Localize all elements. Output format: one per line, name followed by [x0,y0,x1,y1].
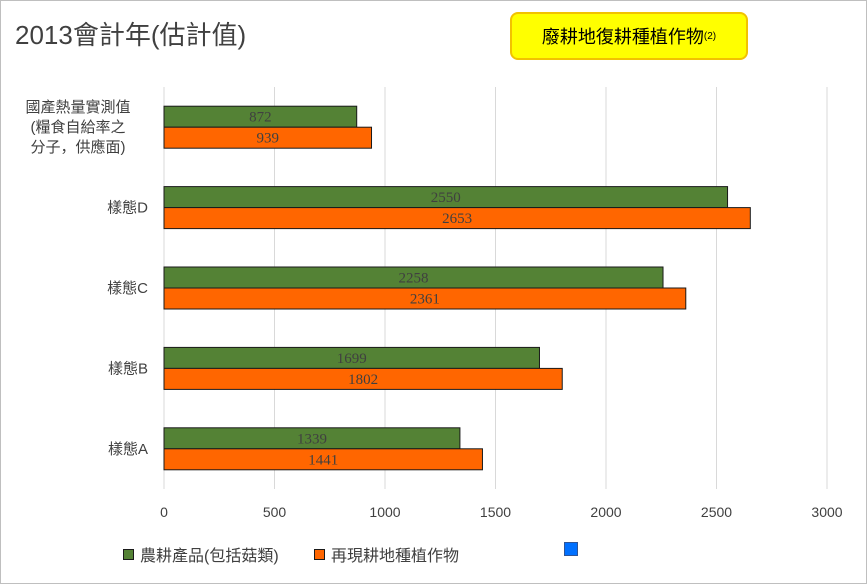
data-label: 1802 [348,372,378,388]
category-label: 分子，供應面) [31,138,126,156]
legend-item-series-2: 再現耕地種植作物 [314,542,459,566]
data-label: 939 [257,131,280,147]
legend-item-series-1: 農耕產品(包括菇類) [123,542,279,566]
x-tick-label: 1000 [369,504,400,520]
data-label: 1699 [337,351,367,367]
legend-label-series-2: 再現耕地種植作物 [331,548,460,565]
legend: 農耕產品(包括菇類) 再現耕地種植作物 [1,542,867,566]
x-tick-label: 500 [263,504,287,520]
legend-swatch-series-2 [314,548,325,560]
bar-series-2 [163,287,687,310]
callout-badge: 廢耕地復耕種植作物 (2) [510,12,748,60]
data-label: 1441 [308,452,338,468]
x-tick-label: 0 [160,504,168,520]
legend-item-extra [564,542,584,556]
legend-swatch-series-1 [123,548,134,560]
x-tick-label: 3000 [811,504,842,520]
data-label: 2258 [399,271,429,287]
legend-swatch-extra [564,542,578,556]
data-label: 2653 [442,211,472,227]
data-label: 1339 [297,431,327,447]
category-label: (糧食自給率之 [31,119,126,136]
x-tick-label: 1500 [480,504,511,520]
chart-title: 2013會計年(估計值) [15,20,247,50]
bar-series-2 [163,126,373,149]
category-label: 樣態A [108,441,148,458]
x-tick-label: 2500 [701,504,732,520]
category-label: 樣態C [107,280,148,297]
data-label: 2361 [410,292,440,308]
legend-label-series-1: 農耕產品(包括菇類) [140,548,279,565]
x-tick-label: 2000 [590,504,621,520]
callout-superscript: (2) [703,30,717,42]
bar-series-2 [163,367,563,390]
data-label: 872 [249,110,272,126]
data-label: 2550 [431,190,461,206]
bar-series-2 [163,207,751,230]
category-label: 樣態B [108,360,148,377]
callout-text: 廢耕地復耕種植作物 [541,27,704,47]
bar-series-2 [163,448,483,471]
category-label: 國產熱量實測值 [25,98,130,116]
category-label: 樣態D [107,200,148,217]
